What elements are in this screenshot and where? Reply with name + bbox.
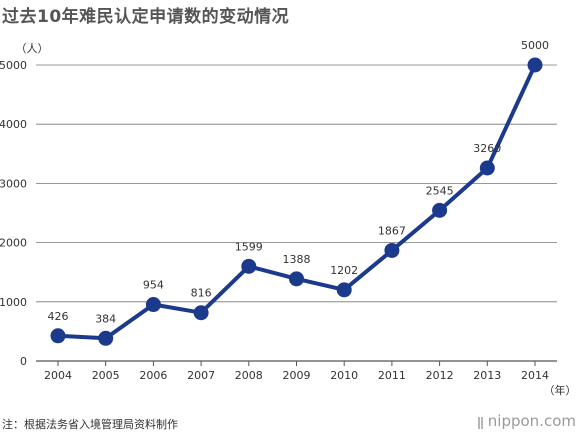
data-point <box>241 258 257 274</box>
data-label: 2545 <box>426 184 454 197</box>
x-tick-label: 2012 <box>426 369 454 382</box>
data-label: 426 <box>48 310 69 323</box>
data-point <box>98 330 114 346</box>
x-tick-label: 2011 <box>378 369 406 382</box>
data-point <box>384 242 400 258</box>
x-tick-label: 2008 <box>235 369 263 382</box>
x-tick-label: 2007 <box>187 369 215 382</box>
data-point <box>479 160 495 176</box>
data-label: 1599 <box>235 240 263 253</box>
brand-logo: nippon.com <box>477 412 576 430</box>
data-point <box>50 328 66 344</box>
data-point <box>145 297 161 313</box>
x-tick-label: 2014 <box>521 369 549 382</box>
data-label: 1867 <box>378 224 406 237</box>
y-tick-label: 1000 <box>0 296 27 309</box>
data-point <box>527 57 543 73</box>
y-tick-label: 0 <box>20 355 27 368</box>
chart-title: 过去10年难民认定申请数的变动情况 <box>2 7 290 27</box>
y-tick-label: 2000 <box>0 237 27 250</box>
x-tick-label: 2013 <box>473 369 501 382</box>
data-label: 3260 <box>473 142 501 155</box>
x-tick-label: 2006 <box>139 369 167 382</box>
y-tick-label: 4000 <box>0 118 27 131</box>
data-point <box>432 202 448 218</box>
x-tick-label: 2005 <box>92 369 120 382</box>
data-label: 1202 <box>330 264 358 277</box>
data-point <box>193 305 209 321</box>
data-point <box>336 282 352 298</box>
y-tick-label: 3000 <box>0 177 27 190</box>
y-tick-label: 5000 <box>0 59 27 72</box>
brand-name: nippon.com <box>487 412 576 430</box>
data-label: 954 <box>143 279 164 292</box>
source-note: 注：根据法务省入境管理局资料制作 <box>2 418 178 431</box>
series-line <box>56 63 537 341</box>
data-label: 5000 <box>521 39 549 52</box>
y-axis-label: （人） <box>16 42 49 55</box>
x-tick-label: 2004 <box>44 369 72 382</box>
x-tick-label: 2010 <box>330 369 358 382</box>
data-label: 1388 <box>283 253 311 266</box>
brand-mark-icon <box>477 415 484 429</box>
data-label: 384 <box>95 312 116 325</box>
x-axis-label: （年） <box>544 383 577 397</box>
data-point <box>289 271 304 287</box>
x-tick-label: 2009 <box>283 369 311 382</box>
data-label: 816 <box>191 287 212 300</box>
